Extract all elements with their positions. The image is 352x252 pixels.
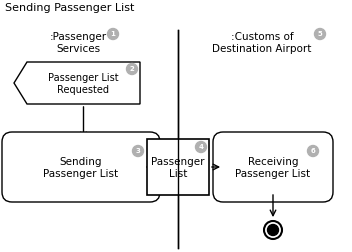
Circle shape [132,145,144,156]
Circle shape [126,64,138,75]
Text: :Passenger
Services: :Passenger Services [49,32,107,54]
Circle shape [268,225,278,236]
FancyBboxPatch shape [2,132,160,202]
Text: Sending
Passenger List: Sending Passenger List [43,157,119,179]
Circle shape [195,142,207,152]
Text: 2: 2 [130,66,134,72]
Bar [147,139,209,195]
Text: :Customs of
Destination Airport: :Customs of Destination Airport [212,32,312,54]
Polygon shape [14,62,140,104]
Text: 3: 3 [136,148,140,154]
Text: 1: 1 [111,31,115,37]
Text: 4: 4 [199,144,203,150]
FancyBboxPatch shape [213,132,333,202]
Text: Passenger List
Requested: Passenger List Requested [48,73,119,95]
Circle shape [107,28,119,40]
Text: Passenger
List: Passenger List [151,157,205,179]
Text: 5: 5 [318,31,322,37]
Text: 6: 6 [310,148,315,154]
Text: Sending Passenger List: Sending Passenger List [5,3,134,13]
Circle shape [314,28,326,40]
Circle shape [264,221,282,239]
Circle shape [308,145,319,156]
Text: Receiving
Passenger List: Receiving Passenger List [235,157,310,179]
